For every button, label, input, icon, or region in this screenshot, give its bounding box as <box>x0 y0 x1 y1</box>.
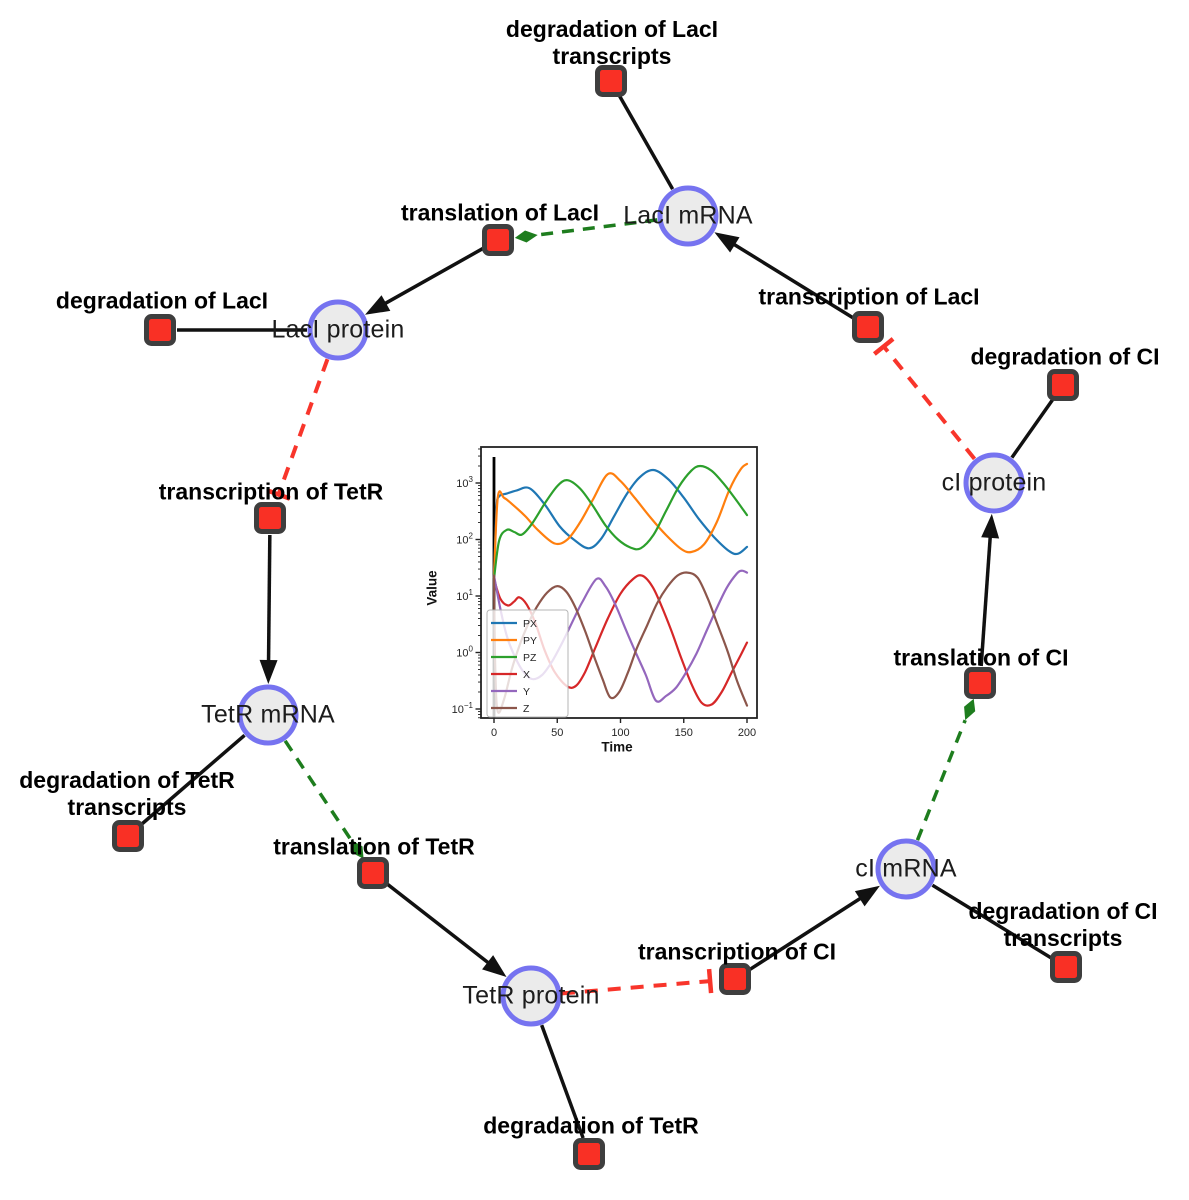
y-tick-label: 101 <box>456 588 473 603</box>
x-tick-label: 150 <box>675 727 693 739</box>
inhibition-tbar-icon <box>266 488 291 501</box>
reaction-node-txn_cI[interactable] <box>719 963 751 995</box>
series-line-X <box>492 574 749 707</box>
chart-x-axis-label: Time <box>601 739 633 755</box>
edge-transl_lacI-lacI_protein[interactable] <box>365 246 485 315</box>
edge-deg_cI_tx-cI_mRNA[interactable] <box>931 883 1053 960</box>
inhibition-tbar-icon <box>872 337 895 356</box>
inset-simulation-chart: 0 50 100 150 200 103 102 101 100 10−1 PX PY PZ XYZ <box>452 446 758 739</box>
species-node-lacI_protein[interactable] <box>307 299 369 361</box>
edge-deg_lacI_tx-lacI_mRNA[interactable] <box>617 94 675 190</box>
reaction-node-transl_cI[interactable] <box>964 667 996 699</box>
catalysis-diamond-icon <box>350 839 364 859</box>
arrowhead-icon <box>981 513 1000 539</box>
species-node-tetR_mRNA[interactable] <box>237 684 299 746</box>
reaction-node-deg_cI_tx[interactable] <box>1050 951 1082 983</box>
edge-deg_tetR_tx-tetR_mRNA[interactable] <box>139 733 246 827</box>
y-tick-label: 100 <box>456 645 473 660</box>
x-tick-label: 50 <box>551 727 563 739</box>
reaction-node-deg_tetR_tx[interactable] <box>112 820 144 852</box>
chart-y-axis-label: Value <box>424 570 440 606</box>
arrowhead-icon <box>365 295 391 315</box>
species-node-tetR_protein[interactable] <box>500 965 562 1027</box>
arrowhead-icon <box>854 885 880 907</box>
legend-label-PZ: PZ <box>523 652 537 664</box>
legend-label-Y: Y <box>523 686 530 698</box>
y-tick-label: 102 <box>456 532 473 547</box>
edge-cI_mRNA-transl_cI[interactable] <box>915 698 976 841</box>
reaction-node-deg_lacI_tx[interactable] <box>595 65 627 97</box>
edge-txn_cI-cI_mRNA[interactable] <box>748 885 880 972</box>
edge-deg_cI-cI_protein[interactable] <box>1010 397 1055 459</box>
reaction-node-deg_tetR[interactable] <box>573 1138 605 1170</box>
edge-tetR_protein-txn_cI[interactable] <box>561 968 714 996</box>
legend-label-PX: PX <box>523 618 537 630</box>
chart-legend: PX PY PZ XYZ <box>486 609 569 718</box>
legend-label-Z: Z <box>523 703 530 715</box>
edge-lacI_protein-txn_tetR[interactable] <box>266 358 330 501</box>
arrowhead-icon <box>482 955 507 977</box>
arrowhead-icon <box>259 659 278 685</box>
species-node-cI_protein[interactable] <box>963 452 1025 514</box>
edge-lacI_mRNA-transl_lacI[interactable] <box>514 218 658 243</box>
arrowhead-icon <box>714 232 740 253</box>
series-line-PX <box>492 468 749 579</box>
y-tick-label: 10−1 <box>452 701 474 716</box>
edge-txn_tetR-tetR_mRNA[interactable] <box>259 534 278 685</box>
reaction-node-txn_lacI[interactable] <box>852 311 884 343</box>
series-line-PZ <box>492 464 749 581</box>
x-tick-label: 0 <box>491 727 497 739</box>
inhibition-tbar-icon <box>706 968 714 994</box>
edge-tetR_mRNA-transl_tetR[interactable] <box>283 739 364 859</box>
edge-cI_protein-txn_lacI[interactable] <box>872 337 977 461</box>
y-tick-label: 103 <box>456 475 473 490</box>
series-line-PY <box>492 462 749 579</box>
species-node-cI_mRNA[interactable] <box>875 838 937 900</box>
catalysis-diamond-icon <box>514 230 538 243</box>
x-tick-label: 200 <box>738 727 756 739</box>
legend-label-X: X <box>523 669 530 681</box>
reaction-node-deg_lacI[interactable] <box>144 314 176 346</box>
catalysis-diamond-icon <box>964 698 976 721</box>
x-tick-label: 100 <box>611 727 629 739</box>
edge-txn_lacI-lacI_mRNA[interactable] <box>714 232 855 320</box>
reaction-node-transl_tetR[interactable] <box>357 857 389 889</box>
reaction-node-txn_tetR[interactable] <box>254 502 286 534</box>
species-node-lacI_mRNA[interactable] <box>657 185 719 247</box>
edge-deg_tetR-tetR_protein[interactable] <box>540 1024 585 1139</box>
reaction-node-transl_lacI[interactable] <box>482 224 514 256</box>
reaction-node-deg_cI[interactable] <box>1047 369 1079 401</box>
legend-label-PY: PY <box>523 635 537 647</box>
edge-transl_tetR-tetR_protein[interactable] <box>385 882 507 977</box>
edge-transl_cI-cI_protein[interactable] <box>979 513 1000 667</box>
